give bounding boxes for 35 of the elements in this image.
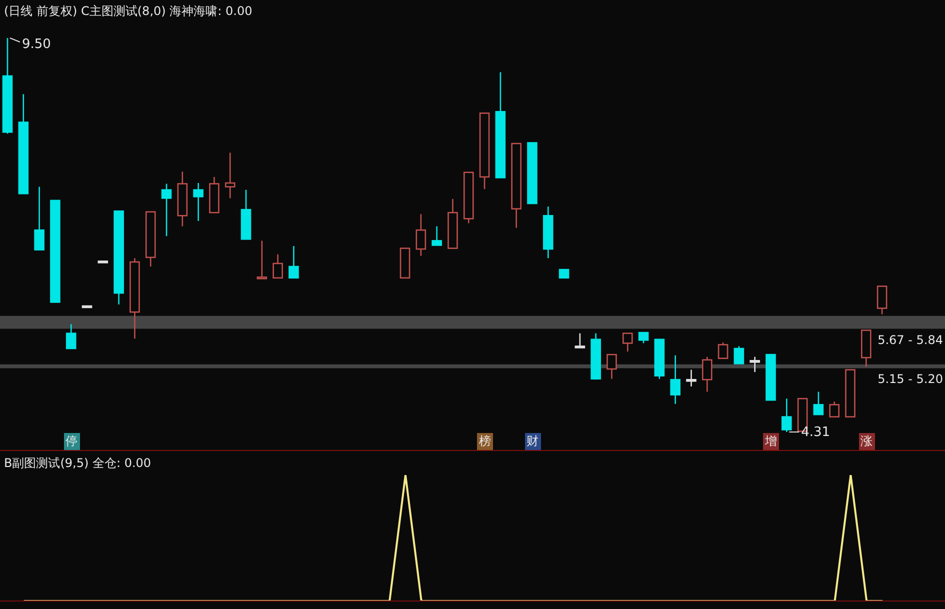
- candlestick: [193, 182, 204, 222]
- band-label: 5.15 - 5.20: [878, 372, 943, 386]
- candlestick: [432, 226, 442, 246]
- chart-title: B副图测试(9,5) 全仓: 0.00: [4, 455, 152, 472]
- candlestick: [574, 332, 586, 348]
- candlestick: [781, 398, 792, 432]
- candlestick: [288, 245, 299, 279]
- candlestick: [876, 286, 888, 315]
- text: 榜: [477, 433, 493, 450]
- candlestick: [702, 356, 712, 392]
- candlestick: [272, 254, 283, 279]
- text: 停: [64, 433, 80, 450]
- text: 涨: [858, 433, 875, 450]
- annotation: 9.50: [22, 37, 51, 52]
- candlestick: [606, 354, 617, 380]
- candlestick: [161, 183, 172, 237]
- candlestick: [66, 324, 76, 350]
- candlestick: [622, 332, 633, 352]
- candlestick: [813, 391, 824, 416]
- candlestick: [224, 152, 236, 199]
- band-label: 5.67 - 5.84: [878, 332, 943, 347]
- candlestick: [416, 213, 426, 257]
- candlestick: [256, 240, 268, 280]
- candlestick: [686, 369, 696, 388]
- candlestick: [670, 354, 680, 405]
- annotation: 4.31: [801, 425, 830, 440]
- candlestick: [750, 356, 760, 373]
- candlestick: [718, 342, 728, 360]
- chart-title: (日线 前复权) C主图测试(8,0) 海神海啸: 0.00: [4, 3, 252, 20]
- text: 财: [524, 433, 541, 450]
- candlestick: [638, 332, 649, 344]
- candlestick: [34, 186, 44, 250]
- candlestick: [734, 346, 744, 364]
- candlestick: [829, 400, 840, 418]
- text: 增: [763, 433, 780, 450]
